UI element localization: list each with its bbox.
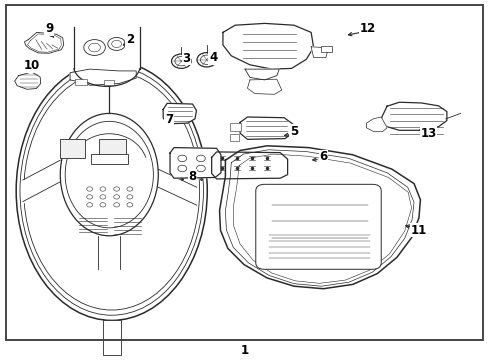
Text: 6: 6 (319, 150, 327, 163)
Text: 2: 2 (126, 33, 134, 46)
Polygon shape (212, 152, 288, 179)
FancyBboxPatch shape (103, 320, 121, 355)
FancyBboxPatch shape (230, 123, 241, 131)
Text: 3: 3 (182, 52, 190, 65)
FancyBboxPatch shape (321, 46, 332, 52)
Polygon shape (24, 32, 64, 53)
Polygon shape (15, 72, 41, 89)
Text: 7: 7 (165, 113, 173, 126)
FancyBboxPatch shape (75, 79, 87, 85)
FancyBboxPatch shape (230, 134, 239, 141)
Ellipse shape (16, 61, 207, 320)
Polygon shape (311, 47, 327, 58)
FancyBboxPatch shape (104, 80, 114, 85)
FancyBboxPatch shape (99, 139, 126, 158)
Ellipse shape (65, 121, 153, 228)
Text: 4: 4 (209, 51, 217, 64)
Polygon shape (245, 69, 279, 80)
FancyBboxPatch shape (91, 154, 128, 164)
Text: 9: 9 (45, 22, 53, 35)
Text: 8: 8 (189, 170, 196, 183)
Polygon shape (247, 79, 282, 94)
Polygon shape (74, 27, 140, 86)
Polygon shape (220, 146, 420, 289)
Ellipse shape (20, 66, 203, 315)
Text: 5: 5 (290, 125, 298, 138)
FancyBboxPatch shape (256, 184, 381, 269)
Text: 11: 11 (411, 224, 427, 237)
Polygon shape (240, 117, 293, 139)
Polygon shape (163, 103, 196, 124)
Text: 13: 13 (420, 127, 437, 140)
FancyBboxPatch shape (60, 139, 85, 158)
Polygon shape (70, 69, 136, 85)
Polygon shape (223, 23, 314, 69)
Ellipse shape (60, 113, 158, 236)
Polygon shape (381, 102, 447, 130)
Text: 12: 12 (359, 22, 376, 35)
Text: 10: 10 (24, 59, 40, 72)
Polygon shape (170, 148, 221, 178)
Ellipse shape (24, 72, 199, 310)
Text: 1: 1 (241, 344, 249, 357)
Polygon shape (367, 117, 387, 132)
